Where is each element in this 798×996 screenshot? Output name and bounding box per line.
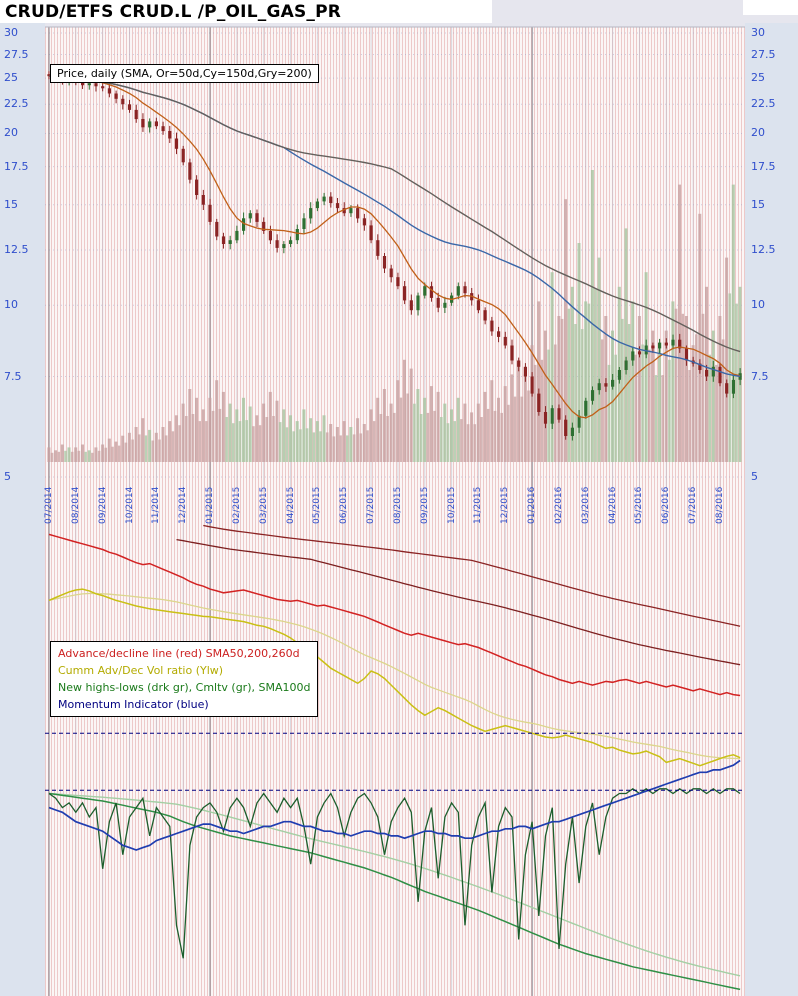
left-axis-gutter [0,23,45,996]
legend-advance-decline: Advance/decline line (red) SMA50,200,260… [58,647,300,660]
plot-background [45,27,745,996]
indicator-legend: Advance/decline line (red) SMA50,200,260… [50,641,319,717]
legend-new-highs-lows: New highs-lows (drk gr), Cmltv (gr), SMA… [58,681,311,694]
title-bar: CRUD/ETFS CRUD.L /P_OIL_GAS_PR [0,0,492,23]
price-series-label: Price, daily (SMA, Or=50d,Cy=150d,Gry=20… [50,64,319,83]
legend-momentum: Momentum Indicator (blue) [58,698,209,711]
legend-cumm-adv-dec-vol: Cumm Adv/Dec Vol ratio (Ylw) [58,664,224,677]
top-right-box [743,0,798,15]
right-axis-gutter [745,23,798,996]
chart-title: CRUD/ETFS CRUD.L /P_OIL_GAS_PR [5,1,342,22]
